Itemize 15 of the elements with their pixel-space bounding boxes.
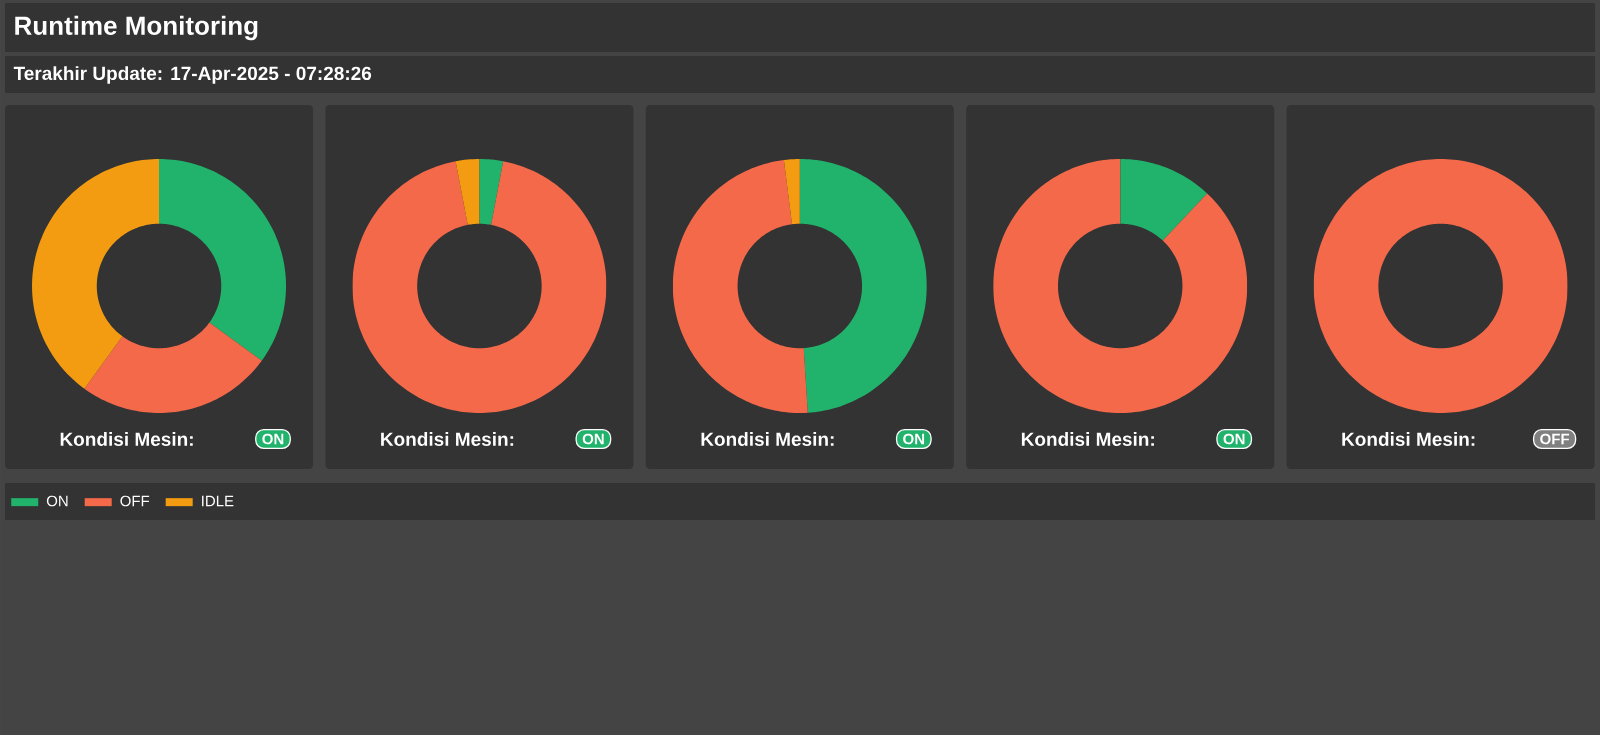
legend-label: ON bbox=[46, 495, 68, 507]
text: Kondisi Mesin: bbox=[1021, 432, 1154, 446]
chart-subtitle: Terakhir Update: 17-Apr-2025 - 07:28:26 bbox=[13, 66, 372, 84]
chart-title: Runtime Monitoring bbox=[15, 15, 258, 41]
legend-label: IDLE bbox=[202, 495, 234, 507]
text: Kondisi Mesin: bbox=[701, 432, 834, 446]
text: ON bbox=[903, 433, 925, 445]
text: OFF bbox=[1540, 433, 1570, 445]
text: Kondisi Mesin: bbox=[60, 432, 193, 446]
text: Kondisi Mesin: bbox=[1342, 432, 1475, 446]
legend-label: OFF bbox=[120, 495, 150, 507]
text: ON bbox=[1223, 433, 1245, 445]
text: ON bbox=[262, 433, 284, 445]
text: Kondisi Mesin: bbox=[381, 432, 514, 446]
text: ON bbox=[582, 433, 604, 445]
